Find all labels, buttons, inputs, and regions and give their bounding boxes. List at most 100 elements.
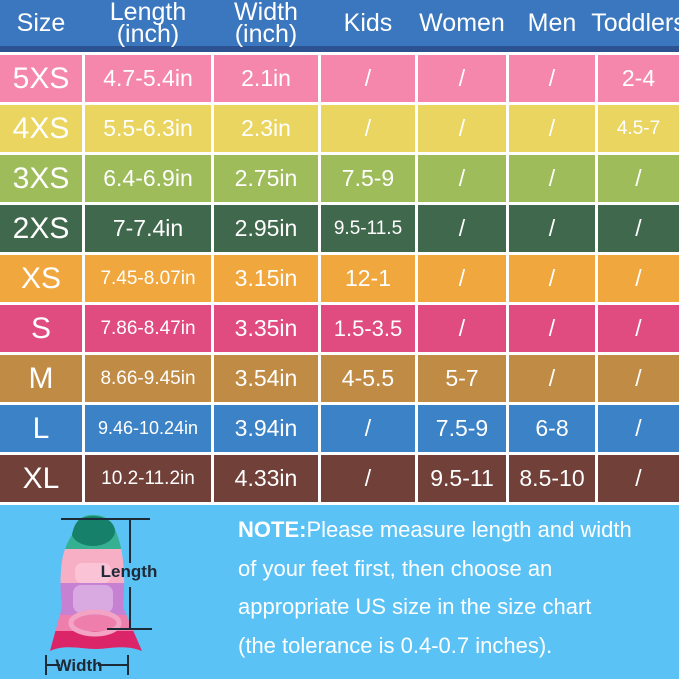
cell-women: 7.5-9 xyxy=(418,405,506,452)
cell-kids: 4-5.5 xyxy=(321,355,415,402)
note-line: of your feet first, then choose an xyxy=(238,555,553,581)
cell-men: / xyxy=(509,255,595,302)
table-header: Size Length (inch) Width (inch) Kids Women Men T… xyxy=(0,0,679,52)
cell-width: 2.95in xyxy=(214,205,318,252)
cell-length: 6.4-6.9in xyxy=(85,155,211,202)
cell-size: 2XS xyxy=(0,205,82,252)
table-row: 5XS 4.7-5.4in 2.1in / //2-4 xyxy=(0,55,679,102)
cell-length: 9.46-10.24in xyxy=(85,405,211,452)
cell-kids: 9.5-11.5 xyxy=(321,205,415,252)
cell-toddlers: / xyxy=(598,205,679,252)
cell-size: XL xyxy=(0,455,82,502)
column-header-women: Women xyxy=(419,9,505,37)
column-header-size: Size xyxy=(16,9,66,37)
cell-toddlers: 4.5-7 xyxy=(598,105,679,152)
fin-pocket-top xyxy=(75,563,111,583)
note-prefix: NOTE: xyxy=(238,517,307,542)
cell-length: 7-7.4in xyxy=(85,205,211,252)
cell-width: 2.1in xyxy=(214,55,318,102)
cell-men: / xyxy=(509,105,595,152)
cell-kids: / xyxy=(321,55,415,102)
cell-kids: 12-1 xyxy=(321,255,415,302)
table-row: 2XS 7-7.4in 2.95in 9.5-11.5// / xyxy=(0,205,679,252)
cell-men: / xyxy=(509,155,595,202)
cell-width: 2.3in xyxy=(214,105,318,152)
table-row: 3XS 6.4-6.9in 2.75in 7.5-9// / xyxy=(0,155,679,202)
fin-illustration xyxy=(50,514,142,651)
note-line: NOTE:Please measure length and width xyxy=(238,517,632,542)
table-row: XS 7.45-8.07in 3.15in 12-1// / xyxy=(0,255,679,302)
note-line: appropriate US size in the size chart xyxy=(238,594,592,619)
cell-width: 3.54in xyxy=(214,355,318,402)
cell-men: / xyxy=(509,55,595,102)
cell-length: 8.66-9.45in xyxy=(85,355,211,402)
fin-blade xyxy=(50,631,142,651)
cell-kids: / xyxy=(321,455,415,502)
cell-women: / xyxy=(418,205,506,252)
cell-toddlers: / xyxy=(598,305,679,352)
length-dimension-line xyxy=(61,518,152,630)
cell-toddlers: / xyxy=(598,255,679,302)
column-header-men: Men xyxy=(527,9,577,37)
cell-women: 5-7 xyxy=(418,355,506,402)
cell-width: 4.33in xyxy=(214,455,318,502)
column-header-width: Width (inch) xyxy=(234,0,298,48)
cell-size: XS xyxy=(0,255,82,302)
note-text: NOTE:Please measure length and width of y… xyxy=(238,511,674,665)
cell-toddlers: / xyxy=(598,355,679,402)
cell-width: 3.35in xyxy=(214,305,318,352)
cell-kids: / xyxy=(321,105,415,152)
table-row: XL 10.2-11.2in 4.33in/9.5-11 8.5-10/ xyxy=(0,455,679,502)
cell-length: 4.7-5.4in xyxy=(85,55,211,102)
cell-women: / xyxy=(418,105,506,152)
cell-men: 8.5-10 xyxy=(509,455,595,502)
cell-width: 3.15in xyxy=(214,255,318,302)
cell-toddlers: / xyxy=(598,455,679,502)
cell-toddlers: / xyxy=(598,405,679,452)
cell-size: M xyxy=(0,355,82,402)
column-header-toddlers: Toddlers xyxy=(591,9,679,37)
fin-toe-opening xyxy=(71,516,115,546)
width-dimension-line xyxy=(45,655,129,675)
note-line: (the tolerance is 0.4-0.7 inches). xyxy=(238,632,553,658)
column-header-length: Length (inch) xyxy=(109,0,187,48)
cell-women: / xyxy=(418,255,506,302)
column-header-kids: Kids xyxy=(343,9,393,37)
cell-width: 2.75in xyxy=(214,155,318,202)
fin-pocket xyxy=(73,585,113,613)
cell-toddlers: / xyxy=(598,155,679,202)
cell-kids: / xyxy=(321,405,415,452)
footer-section: Length Width NOTE:Please measure length … xyxy=(0,505,679,679)
cell-size: L xyxy=(0,405,82,452)
cell-width: 3.94in xyxy=(214,405,318,452)
cell-kids: 7.5-9 xyxy=(321,155,415,202)
table-row: M 8.66-9.45in 3.54in 4-5.5 5-7// xyxy=(0,355,679,402)
cell-women: 9.5-11 xyxy=(418,455,506,502)
cell-toddlers: 2-4 xyxy=(598,55,679,102)
length-label: Length xyxy=(101,562,158,581)
table-row: 4XS 5.5-6.3in 2.3in / //4.5-7 xyxy=(0,105,679,152)
table-row: S 7.86-8.47in 3.35in 1.5-3.5// / xyxy=(0,305,679,352)
cell-length: 7.45-8.07in xyxy=(85,255,211,302)
cell-length: 7.86-8.47in xyxy=(85,305,211,352)
cell-length: 10.2-11.2in xyxy=(85,455,211,502)
cell-size: 4XS xyxy=(0,105,82,152)
table-body: 5XS 4.7-5.4in 2.1in / //2-4 4XS 5.5-6.3in 2.3in… xyxy=(0,52,679,505)
table-row: L 9.46-10.24in 3.94in/7.5-9 6-8/ xyxy=(0,405,679,452)
fin-strap xyxy=(68,609,122,637)
cell-men: / xyxy=(509,305,595,352)
cell-length: 5.5-6.3in xyxy=(85,105,211,152)
cell-men: 6-8 xyxy=(509,405,595,452)
size-table: Size Length (inch) Width (inch) Kids Women Men T… xyxy=(0,0,679,505)
cell-men: / xyxy=(509,355,595,402)
cell-size: S xyxy=(0,305,82,352)
cell-kids: 1.5-3.5 xyxy=(321,305,415,352)
cell-women: / xyxy=(418,155,506,202)
cell-women: / xyxy=(418,55,506,102)
fin-diagram: Length Width xyxy=(45,514,158,675)
cell-size: 5XS xyxy=(0,55,82,102)
cell-men: / xyxy=(509,205,595,252)
width-label: Width xyxy=(55,656,102,675)
cell-women: / xyxy=(418,305,506,352)
